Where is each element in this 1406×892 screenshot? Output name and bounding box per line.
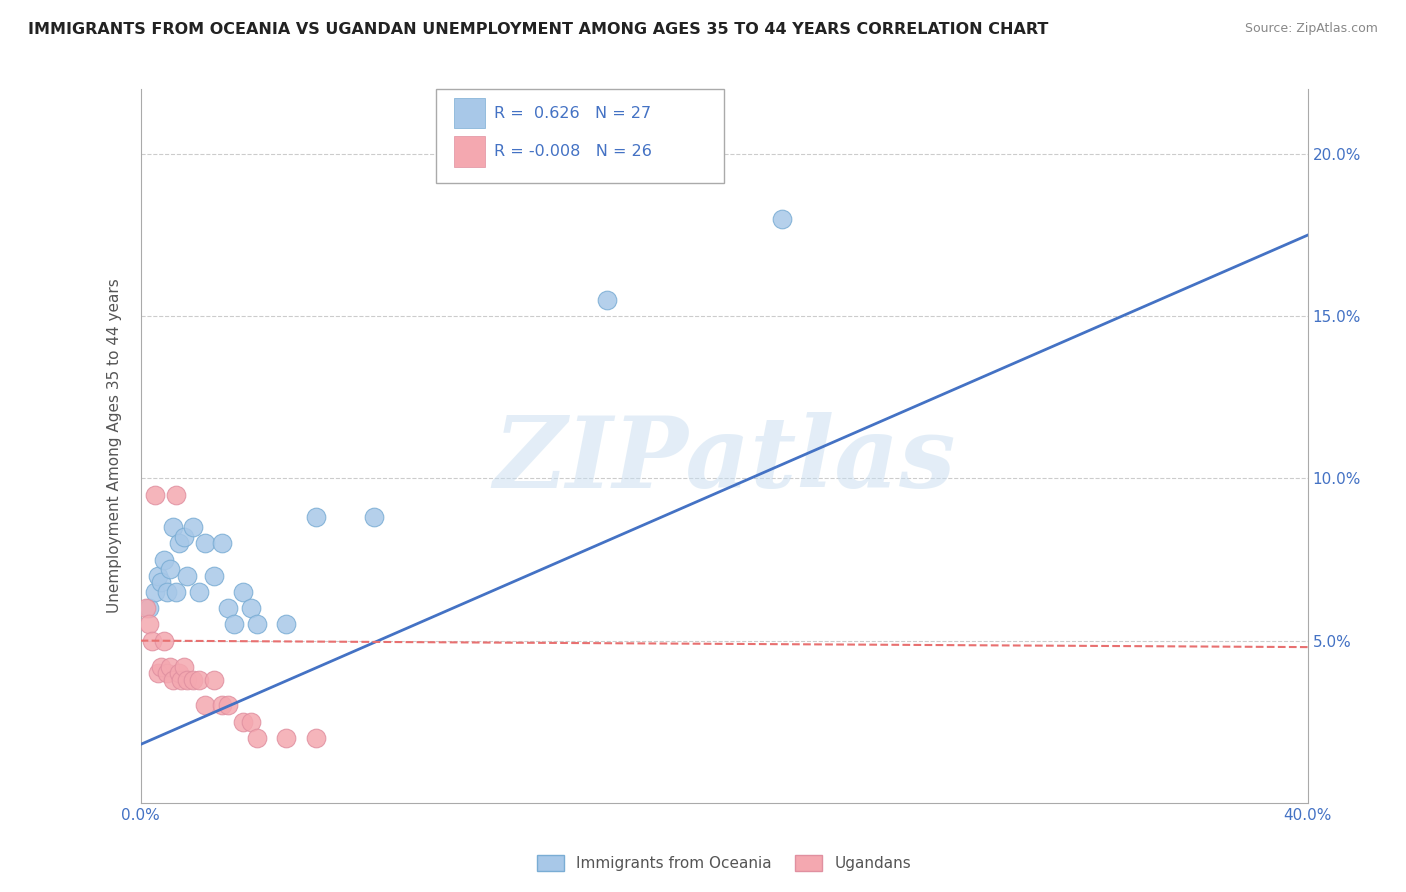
Legend: Immigrants from Oceania, Ugandans: Immigrants from Oceania, Ugandans [530, 849, 918, 877]
Point [217, 698, 239, 713]
Point [159, 659, 181, 673]
Point [143, 585, 166, 599]
Point [167, 536, 190, 550]
Text: IMMIGRANTS FROM OCEANIA VS UGANDAN UNEMPLOYMENT AMONG AGES 35 TO 44 YEARS CORREL: IMMIGRANTS FROM OCEANIA VS UGANDAN UNEMP… [28, 22, 1049, 37]
Point [772, 211, 794, 226]
Text: Source: ZipAtlas.com: Source: ZipAtlas.com [1244, 22, 1378, 36]
Point [165, 585, 187, 599]
Point [246, 731, 269, 745]
Text: R = -0.008   N = 26: R = -0.008 N = 26 [494, 145, 651, 159]
Point [141, 633, 163, 648]
Point [194, 698, 217, 713]
Point [176, 673, 198, 687]
Point [138, 617, 160, 632]
Point [176, 568, 198, 582]
Point [202, 673, 225, 687]
Point [276, 731, 298, 745]
Point [194, 536, 217, 550]
Point [156, 666, 179, 681]
Point [240, 714, 263, 729]
Point [170, 673, 193, 687]
Point [596, 293, 619, 307]
Point [217, 601, 239, 615]
Point [143, 488, 166, 502]
Point [135, 601, 157, 615]
Point [305, 731, 328, 745]
Point [305, 510, 328, 524]
Point [211, 698, 233, 713]
Point [146, 568, 169, 582]
Point [240, 601, 263, 615]
Point [276, 617, 298, 632]
Point [211, 536, 233, 550]
Point [150, 575, 173, 590]
Point [146, 666, 169, 681]
Point [181, 520, 204, 534]
Point [153, 633, 176, 648]
Point [162, 673, 184, 687]
Point [150, 659, 173, 673]
Point [173, 530, 195, 544]
Y-axis label: Unemployment Among Ages 35 to 44 years: Unemployment Among Ages 35 to 44 years [107, 278, 122, 614]
Point [246, 617, 269, 632]
Point [202, 568, 225, 582]
Text: R =  0.626   N = 27: R = 0.626 N = 27 [494, 106, 651, 120]
Point [156, 585, 179, 599]
Point [181, 673, 204, 687]
Point [153, 552, 176, 566]
Point [232, 714, 254, 729]
Text: ZIPatlas: ZIPatlas [494, 412, 955, 508]
Point [188, 673, 211, 687]
Point [173, 659, 195, 673]
Point [232, 585, 254, 599]
Point [188, 585, 211, 599]
Point [363, 510, 385, 524]
Point [167, 666, 190, 681]
Point [138, 601, 160, 615]
Point [222, 617, 245, 632]
Point [162, 520, 184, 534]
Point [159, 562, 181, 576]
Point [165, 488, 187, 502]
